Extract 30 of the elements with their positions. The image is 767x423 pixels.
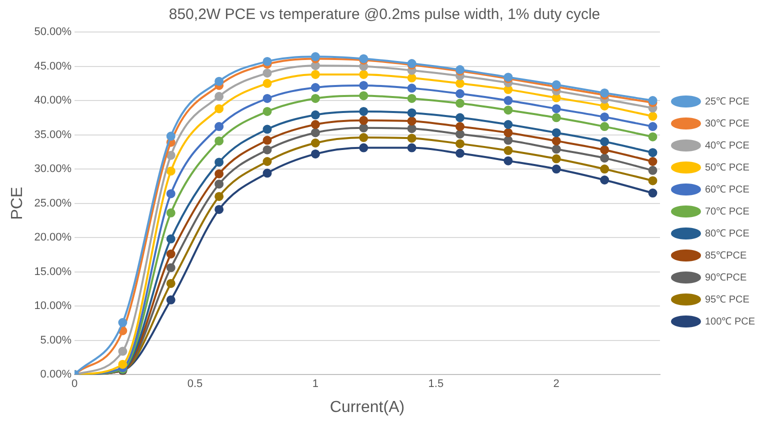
chart-title: 850,2W PCE vs temperature @0.2ms pulse width, 1% duty cycle — [168, 6, 600, 24]
x-tick-label: 1 — [312, 378, 319, 390]
x-axis-title: Current(A) — [330, 398, 405, 416]
legend-label: 60℃ PCE — [704, 184, 750, 196]
x-tick-label: 2 — [553, 378, 560, 390]
x-tick-label: 0 — [71, 378, 78, 390]
legend-label: 50℃ PCE — [704, 162, 750, 174]
y-tick-label: 30.00% — [34, 163, 72, 176]
y-tick-label: 40.00% — [34, 94, 72, 107]
y-tick-label: 50.00% — [34, 26, 72, 38]
legend-label: 100℃ PCE — [704, 316, 756, 328]
x-tick-label: 0.5 — [187, 378, 203, 390]
y-tick-label: 5.00% — [40, 334, 72, 346]
y-tick-label: 10.00% — [34, 300, 72, 312]
legend-label: 80℃ PCE — [704, 228, 750, 240]
x-tick-label: 1.5 — [428, 378, 444, 390]
legend-label: 40℃ PCE — [704, 140, 750, 152]
y-tick-label: 35.00% — [34, 128, 72, 141]
y-tick-label: 45.00% — [34, 60, 72, 72]
legend-label: 95℃ PCE — [704, 294, 750, 306]
y-tick-label: 0.00% — [40, 368, 72, 381]
legend-label: 90℃PCE — [704, 272, 747, 284]
y-axis-title: PCE — [9, 186, 26, 220]
legend-label: 30℃ PCE — [704, 118, 750, 130]
y-tick-label: 15.00% — [34, 266, 72, 278]
y-tick-label: 20.00% — [34, 232, 72, 244]
legend-label: 85℃PCE — [704, 250, 747, 262]
y-tick-label: 25.00% — [34, 197, 72, 210]
legend-label: 25℃ PCE — [704, 96, 750, 108]
legend-label: 70℃ PCE — [704, 206, 750, 218]
